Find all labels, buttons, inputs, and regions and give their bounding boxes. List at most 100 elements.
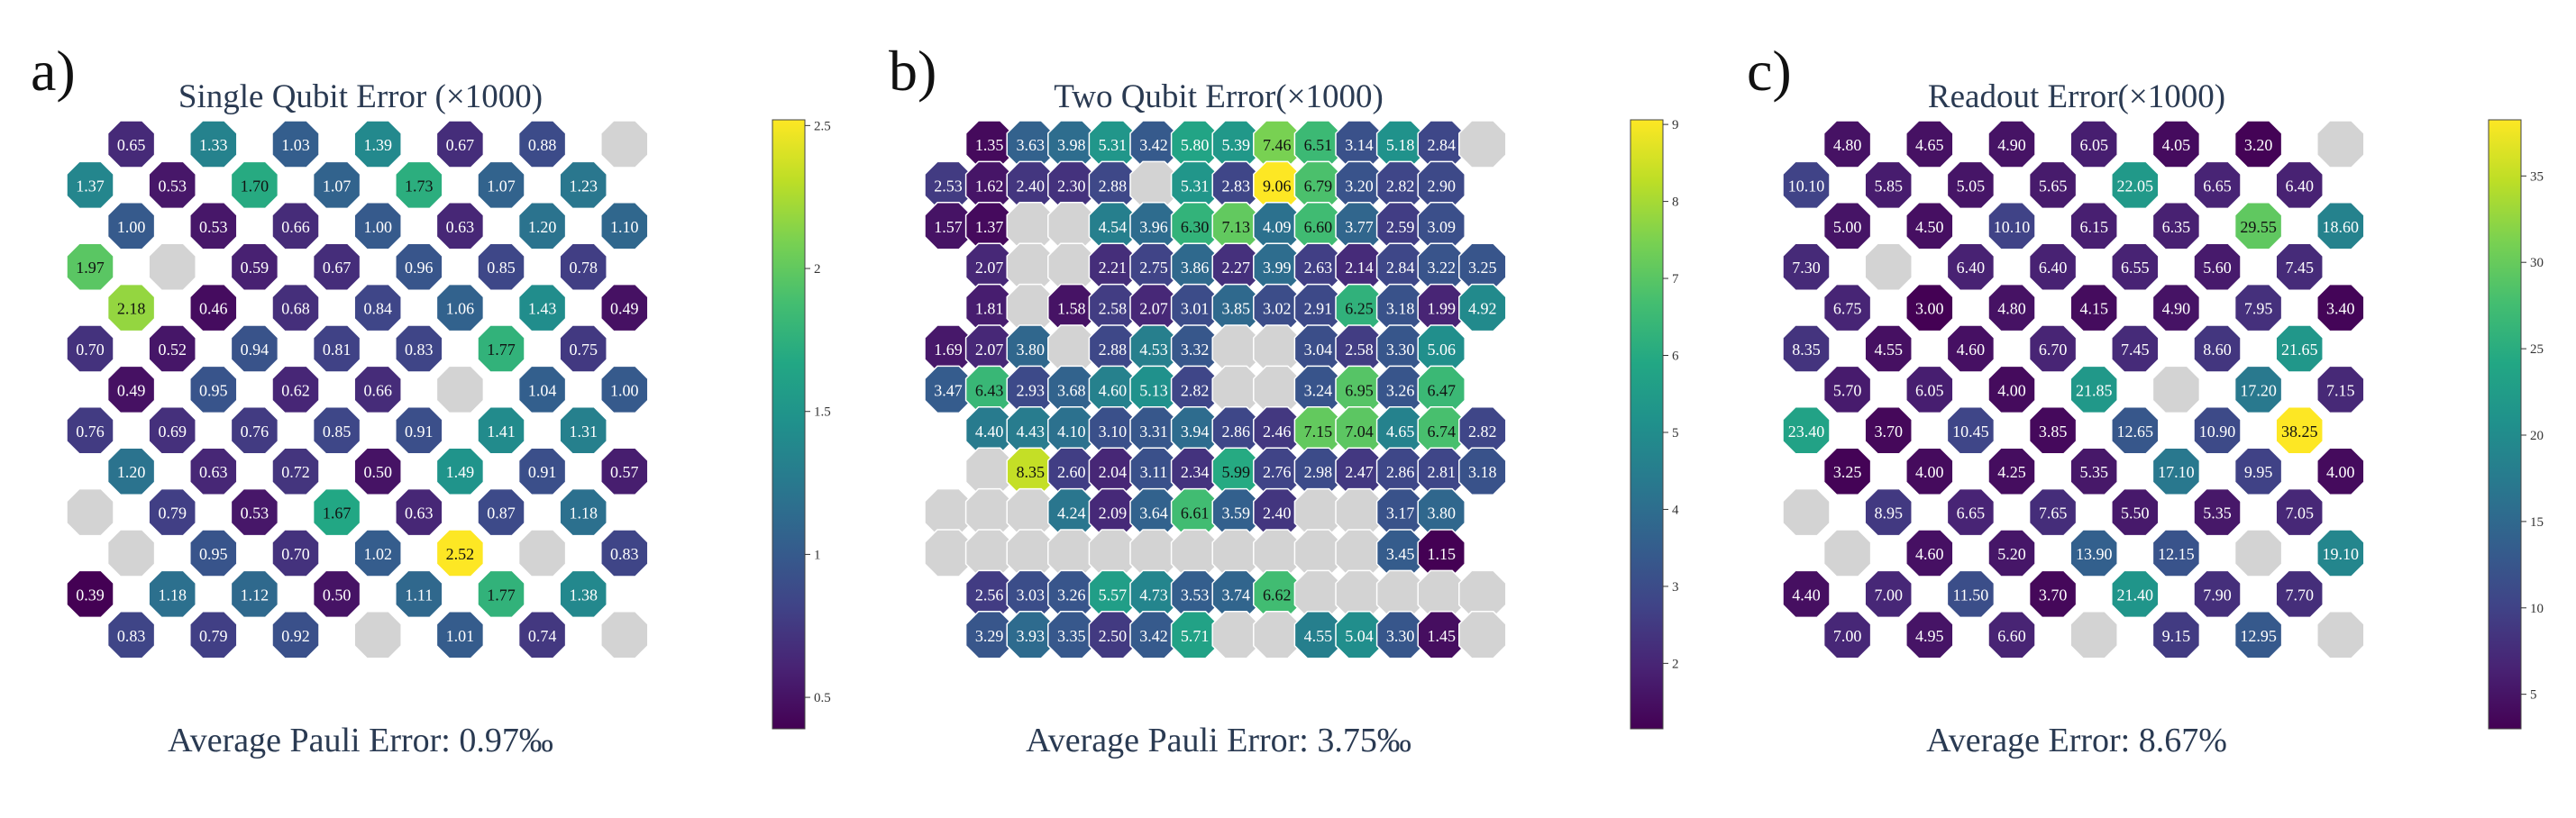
cell-value-label: 2.59 xyxy=(1386,218,1415,236)
qubit-cell xyxy=(189,120,238,168)
qubit-cell xyxy=(312,242,361,291)
qubit-cell xyxy=(271,365,320,414)
cell-value-label: 1.67 xyxy=(323,504,352,523)
qubit-cell xyxy=(2028,324,2078,373)
cell-value-label: 3.40 xyxy=(2326,300,2355,318)
qubit-cell xyxy=(1006,611,1055,659)
cell-value-label: 0.49 xyxy=(117,381,146,399)
cell-value-label: 6.74 xyxy=(1427,423,1456,441)
qubit-cell xyxy=(1293,611,1343,659)
cell-value-label: 1.62 xyxy=(975,177,1004,195)
cell-value-label: 4.90 xyxy=(1997,136,2026,154)
cell-value-label: 9.06 xyxy=(1263,177,1292,195)
cell-value-label: 23.40 xyxy=(1788,423,1825,441)
cell-value-label: 0.83 xyxy=(405,341,434,359)
empty-cell xyxy=(435,365,485,414)
cell-value-label: 0.53 xyxy=(241,504,269,523)
cell-value-label: 17.10 xyxy=(2158,463,2195,481)
cell-value-label: 19.10 xyxy=(2323,545,2360,563)
qubit-cell xyxy=(271,611,320,659)
cell-value-label: 7.15 xyxy=(2326,381,2355,399)
qubit-cell xyxy=(1822,202,1872,250)
cell-value-label: 1.69 xyxy=(934,341,963,359)
qubit-cell xyxy=(517,611,567,659)
cell-value-label: 0.53 xyxy=(158,177,187,195)
qubit-cell xyxy=(2193,160,2242,210)
cell-value-label: 5.71 xyxy=(1181,627,1210,645)
empty-cell xyxy=(148,242,196,291)
cell-value-label: 1.38 xyxy=(569,586,598,604)
cell-value-label: 2.18 xyxy=(117,300,146,318)
cell-value-label: 3.29 xyxy=(975,627,1004,645)
cell-value-label: 6.25 xyxy=(1345,300,1374,318)
cell-value-label: 3.11 xyxy=(1140,463,1168,481)
cell-value-label: 1.07 xyxy=(487,177,516,195)
cell-value-label: 2.40 xyxy=(1263,504,1292,523)
qubit-cell xyxy=(2275,160,2324,210)
qubit-cell xyxy=(2316,283,2365,332)
cell-value-label: 17.20 xyxy=(2240,381,2277,399)
colorbar-tick-label: 15 xyxy=(2530,515,2544,530)
cell-value-label: 3.20 xyxy=(1345,177,1374,195)
colorbar xyxy=(772,119,806,730)
cell-value-label: 2.47 xyxy=(1345,463,1374,481)
qubit-cell xyxy=(1987,365,2036,414)
cell-value-label: 1.45 xyxy=(1427,627,1456,645)
empty-cell xyxy=(1864,242,1913,291)
cell-value-label: 2.82 xyxy=(1386,177,1415,195)
empty-cell xyxy=(1211,365,1260,414)
cell-value-label: 6.43 xyxy=(975,381,1004,399)
qubit-cell xyxy=(2275,569,2324,619)
qubit-cell xyxy=(1129,611,1178,659)
cell-value-label: 6.35 xyxy=(2162,218,2191,236)
qubit-cell xyxy=(1782,406,1831,455)
qubit-cell xyxy=(2028,487,2078,537)
colorbar-tick-label: 20 xyxy=(2530,429,2544,443)
cell-value-label: 1.35 xyxy=(975,136,1004,154)
qubit-cell xyxy=(395,569,443,619)
cell-value-label: 2.76 xyxy=(1263,463,1292,481)
cell-value-label: 0.68 xyxy=(281,300,310,318)
qubit-cell xyxy=(271,283,320,332)
cell-value-label: 6.62 xyxy=(1263,586,1292,604)
qubit-cell xyxy=(1782,160,1831,210)
qubit-cell xyxy=(312,406,361,455)
qubit-cell xyxy=(2028,160,2078,210)
cell-value-label: 3.99 xyxy=(1263,259,1292,277)
qubit-cell xyxy=(2069,447,2118,495)
cell-value-label: 7.90 xyxy=(2203,586,2232,604)
cell-value-label: 4.00 xyxy=(2326,463,2355,481)
cell-value-label: 2.50 xyxy=(1099,627,1128,645)
cell-value-label: 0.94 xyxy=(241,341,269,359)
qubit-cell xyxy=(477,160,525,210)
cell-value-label: 3.14 xyxy=(1345,136,1374,154)
cell-value-label: 0.81 xyxy=(323,341,352,359)
cell-value-label: 2.56 xyxy=(975,586,1004,604)
cell-value-label: 3.17 xyxy=(1386,504,1415,523)
empty-cell xyxy=(2151,365,2201,414)
qubit-cell xyxy=(271,447,320,495)
cell-value-label: 4.54 xyxy=(1099,218,1128,236)
empty-cell xyxy=(1047,324,1096,373)
qubit-cell xyxy=(2275,487,2324,537)
cell-value-label: 4.90 xyxy=(2162,300,2191,318)
qubit-cell xyxy=(1987,611,2036,659)
average-error-label: Average Pauli Error: 3.75‰ xyxy=(1026,722,1411,759)
qubit-cell xyxy=(517,447,567,495)
cell-value-label: 4.15 xyxy=(2079,300,2108,318)
qubit-cell xyxy=(2316,365,2365,414)
panel-letter: c) xyxy=(1747,39,1792,103)
qubit-cell xyxy=(1946,569,1996,619)
cell-value-label: 3.85 xyxy=(1221,300,1250,318)
cell-value-label: 6.60 xyxy=(1997,627,2026,645)
cell-value-label: 3.42 xyxy=(1139,627,1168,645)
cell-value-label: 38.25 xyxy=(2281,423,2318,441)
cell-value-label: 5.31 xyxy=(1181,177,1210,195)
qubit-cell xyxy=(189,611,238,659)
cell-value-label: 3.42 xyxy=(1139,136,1168,154)
colorbar-tick-label: 0.5 xyxy=(814,691,831,705)
cell-value-label: 12.65 xyxy=(2117,423,2154,441)
qubit-cell xyxy=(435,202,485,250)
qubit-cell xyxy=(1822,283,1872,332)
empty-cell xyxy=(1458,611,1507,659)
